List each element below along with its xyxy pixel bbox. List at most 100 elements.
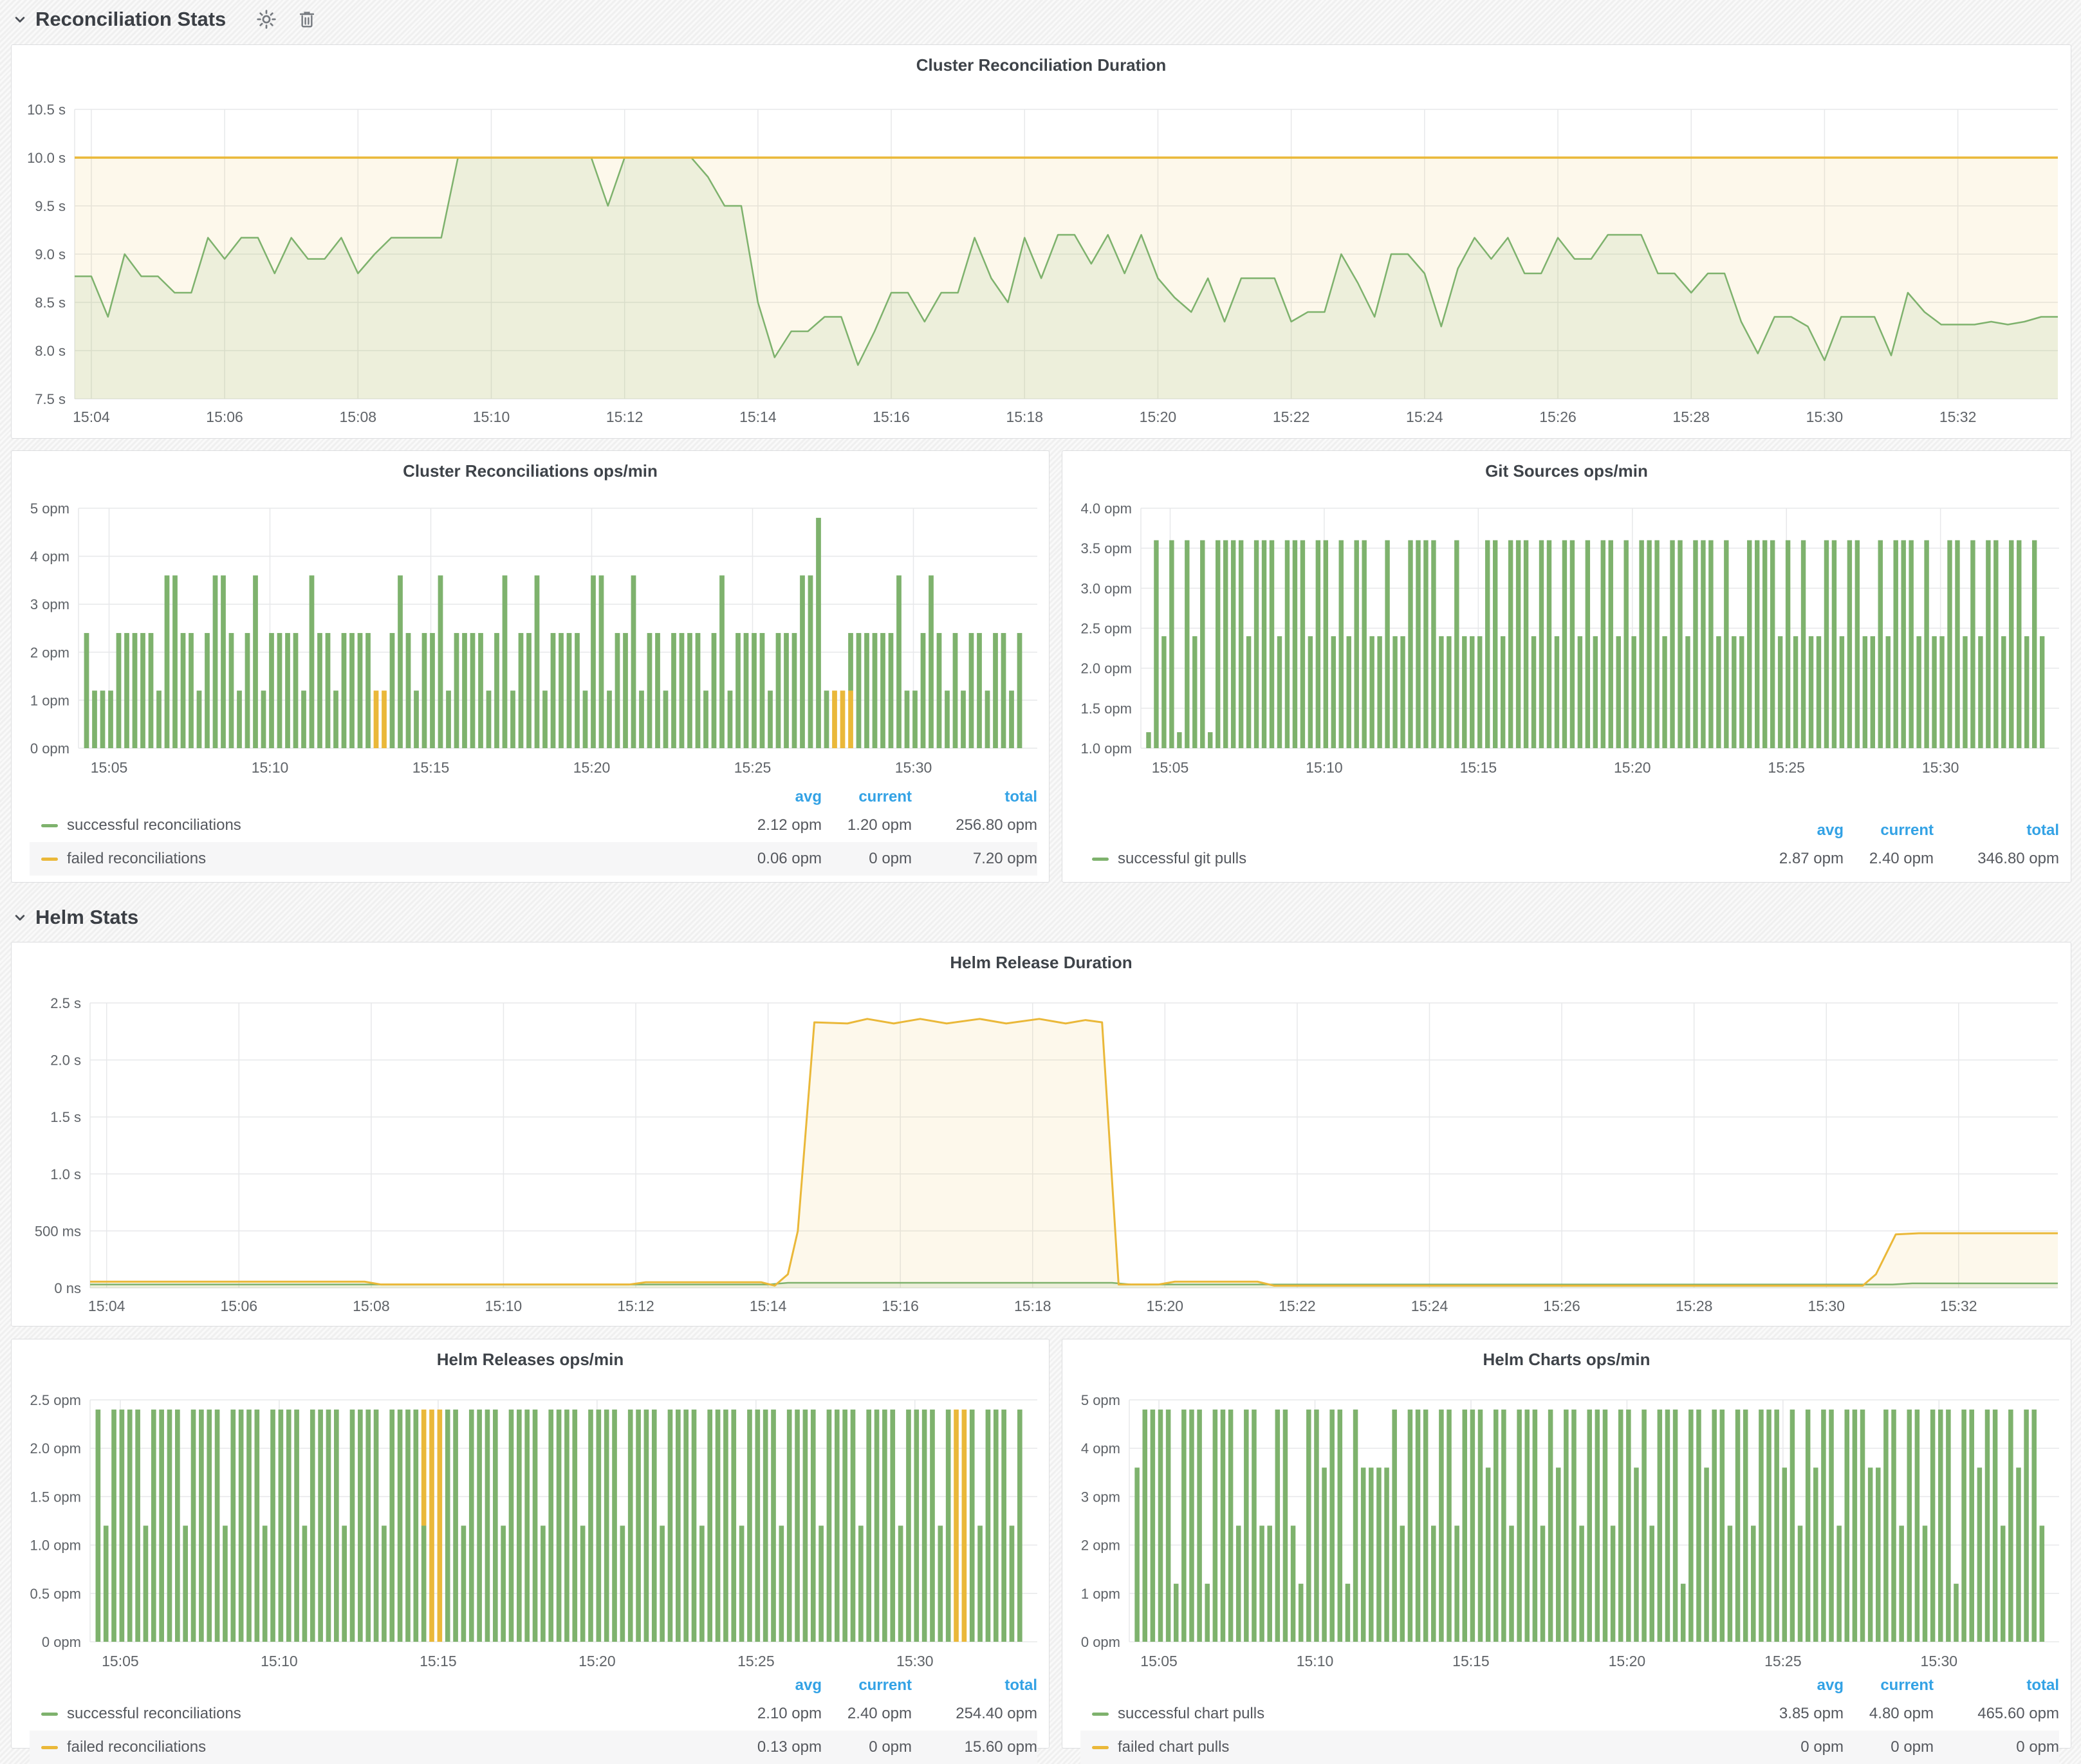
svg-text:1.5 s: 1.5 s xyxy=(50,1109,81,1125)
legend-column-avg[interactable]: avg xyxy=(1817,1677,1844,1694)
svg-text:15:12: 15:12 xyxy=(617,1298,654,1314)
section-header-helm-stats[interactable]: Helm Stats xyxy=(11,899,138,935)
panel-title[interactable]: Helm Release Duration xyxy=(950,953,1133,972)
stat-current: 2.40 opm xyxy=(847,1705,912,1722)
series-color-swatch xyxy=(41,1712,58,1716)
panel-title[interactable]: Helm Releases ops/min xyxy=(436,1350,624,1369)
legend-column-current[interactable]: current xyxy=(1880,1677,1934,1694)
svg-text:2.0 opm: 2.0 opm xyxy=(30,1440,82,1456)
panel-title[interactable]: Helm Charts ops/min xyxy=(1483,1350,1651,1369)
svg-text:7.5 s: 7.5 s xyxy=(35,391,66,407)
svg-text:500 ms: 500 ms xyxy=(35,1223,81,1239)
svg-text:15:18: 15:18 xyxy=(1014,1298,1051,1314)
svg-text:2.0 s: 2.0 s xyxy=(50,1052,81,1069)
svg-text:15:16: 15:16 xyxy=(882,1298,919,1314)
panel-title[interactable]: Cluster Reconciliation Duration xyxy=(916,55,1167,75)
cluster-reconciliation-duration-chart[interactable]: 7.5 s 8.0 s 8.5 s 9.0 s 9.5 s 10.0 s 10.5 s 15:… xyxy=(12,45,2071,438)
helm-release-duration-chart[interactable]: 0 ns 500 ms 1.0 s 1.5 s 2.0 s 2.5 s 15:04 15:06… xyxy=(12,942,2071,1326)
svg-text:2 opm: 2 opm xyxy=(1081,1538,1120,1554)
section-title[interactable]: Helm Stats xyxy=(35,906,139,928)
stat-total: 0 opm xyxy=(2016,1738,2059,1756)
svg-text:8.5 s: 8.5 s xyxy=(35,295,66,311)
svg-text:15:15: 15:15 xyxy=(420,1653,457,1669)
svg-text:15:04: 15:04 xyxy=(73,409,110,425)
legend-header: avg current total xyxy=(30,786,1037,809)
series-label[interactable]: successful reconciliations xyxy=(67,1705,241,1722)
svg-text:15:28: 15:28 xyxy=(1672,409,1710,425)
svg-text:15:10: 15:10 xyxy=(252,759,289,776)
stat-total: 346.80 opm xyxy=(1977,850,2059,867)
svg-text:0 opm: 0 opm xyxy=(30,740,69,757)
helm-releases-ops-chart[interactable]: 0 opm 0.5 opm 1.0 opm 1.5 opm 2.0 opm 2.5 opm… xyxy=(12,1339,1049,1748)
svg-text:15:30: 15:30 xyxy=(1921,1653,1958,1669)
panel-title[interactable]: Cluster Reconciliations ops/min xyxy=(403,461,658,481)
series-label[interactable]: successful git pulls xyxy=(1118,850,1247,867)
helm-charts-ops-chart[interactable]: 0 opm 1 opm 2 opm 3 opm 4 opm 5 opm 15:05 15:10… xyxy=(1062,1339,2071,1748)
git-sources-ops-chart[interactable]: 1.0 opm 1.5 opm 2.0 opm 2.5 opm 3.0 opm 3.5 o… xyxy=(1062,451,2071,882)
section-header-reconciliation-stats[interactable]: Reconciliation Stats xyxy=(11,1,317,37)
series-color-swatch xyxy=(41,1745,58,1749)
svg-text:15:15: 15:15 xyxy=(412,759,450,776)
svg-text:5 opm: 5 opm xyxy=(1081,1392,1120,1408)
svg-text:1 opm: 1 opm xyxy=(30,692,69,708)
svg-text:15:30: 15:30 xyxy=(1922,759,1959,776)
series-label[interactable]: successful chart pulls xyxy=(1118,1705,1265,1722)
series-label[interactable]: failed reconciliations xyxy=(67,850,207,867)
svg-text:1 opm: 1 opm xyxy=(1081,1586,1120,1602)
legend-column-current[interactable]: current xyxy=(858,1677,912,1694)
legend: avg current total successful reconciliation… xyxy=(30,1674,1037,1764)
svg-text:1.0 opm: 1.0 opm xyxy=(30,1538,82,1554)
legend: avg current total successful reconciliation… xyxy=(30,786,1037,876)
legend-column-current[interactable]: current xyxy=(1880,822,1934,839)
series-color-swatch xyxy=(1092,857,1109,861)
svg-text:1.5 opm: 1.5 opm xyxy=(30,1489,82,1505)
legend-header: avg current total xyxy=(1080,1674,2059,1697)
stat-avg: 0.13 opm xyxy=(757,1738,822,1756)
svg-text:15:16: 15:16 xyxy=(873,409,910,425)
panel-helm-releases-ops: Helm Releases ops/min 0 opm 0.5 opm 1.0 op… xyxy=(11,1339,1050,1764)
legend-column-total[interactable]: total xyxy=(1004,788,1037,805)
svg-text:10.5 s: 10.5 s xyxy=(27,102,66,118)
cluster-reconciliations-ops-chart[interactable]: 0 opm 1 opm 2 opm 3 opm 4 opm 5 opm 15:05 15:10… xyxy=(12,451,1049,882)
legend-column-total[interactable]: total xyxy=(1004,1677,1037,1694)
svg-text:15:25: 15:25 xyxy=(1768,759,1805,776)
svg-text:15:26: 15:26 xyxy=(1539,409,1577,425)
legend-column-current[interactable]: current xyxy=(858,788,912,805)
trash-icon[interactable] xyxy=(297,9,317,30)
section-title[interactable]: Reconciliation Stats xyxy=(35,8,227,30)
legend-column-avg[interactable]: avg xyxy=(1817,822,1844,839)
legend-column-total[interactable]: total xyxy=(2026,1677,2059,1694)
svg-text:4.0 opm: 4.0 opm xyxy=(1081,501,1133,517)
svg-text:15:25: 15:25 xyxy=(1764,1653,1802,1669)
series-label[interactable]: failed reconciliations xyxy=(67,1738,207,1756)
svg-text:15:30: 15:30 xyxy=(1806,409,1844,425)
svg-text:15:06: 15:06 xyxy=(220,1298,257,1314)
stat-current: 1.20 opm xyxy=(847,816,912,834)
chevron-down-icon[interactable] xyxy=(11,10,29,28)
series-label[interactable]: successful reconciliations xyxy=(67,816,241,834)
svg-text:0 opm: 0 opm xyxy=(1081,1634,1120,1650)
gear-icon[interactable] xyxy=(255,8,277,30)
legend-column-avg[interactable]: avg xyxy=(795,788,822,805)
svg-text:15:10: 15:10 xyxy=(261,1653,298,1669)
legend-column-avg[interactable]: avg xyxy=(795,1677,822,1694)
svg-text:15:15: 15:15 xyxy=(1452,1653,1490,1669)
svg-text:15:24: 15:24 xyxy=(1406,409,1443,425)
series-label[interactable]: failed chart pulls xyxy=(1118,1738,1230,1756)
svg-text:1.0 s: 1.0 s xyxy=(50,1166,81,1182)
svg-text:15:10: 15:10 xyxy=(473,409,510,425)
legend-column-total[interactable]: total xyxy=(2026,822,2059,839)
svg-text:4 opm: 4 opm xyxy=(1081,1440,1120,1456)
svg-text:15:20: 15:20 xyxy=(573,759,611,776)
svg-text:9.5 s: 9.5 s xyxy=(35,198,66,214)
panel-title[interactable]: Git Sources ops/min xyxy=(1485,461,1648,481)
chevron-down-icon[interactable] xyxy=(11,908,29,926)
svg-text:15:32: 15:32 xyxy=(1939,409,1977,425)
stat-total: 256.80 opm xyxy=(956,816,1037,834)
legend-row: failed reconciliations 0.06 opm 0 opm 7.20 … xyxy=(30,842,1037,876)
svg-text:1.5 opm: 1.5 opm xyxy=(1081,701,1133,717)
svg-text:15:20: 15:20 xyxy=(1140,409,1177,425)
svg-text:15:15: 15:15 xyxy=(1460,759,1497,776)
svg-text:15:14: 15:14 xyxy=(750,1298,787,1314)
svg-text:5 opm: 5 opm xyxy=(30,501,69,517)
